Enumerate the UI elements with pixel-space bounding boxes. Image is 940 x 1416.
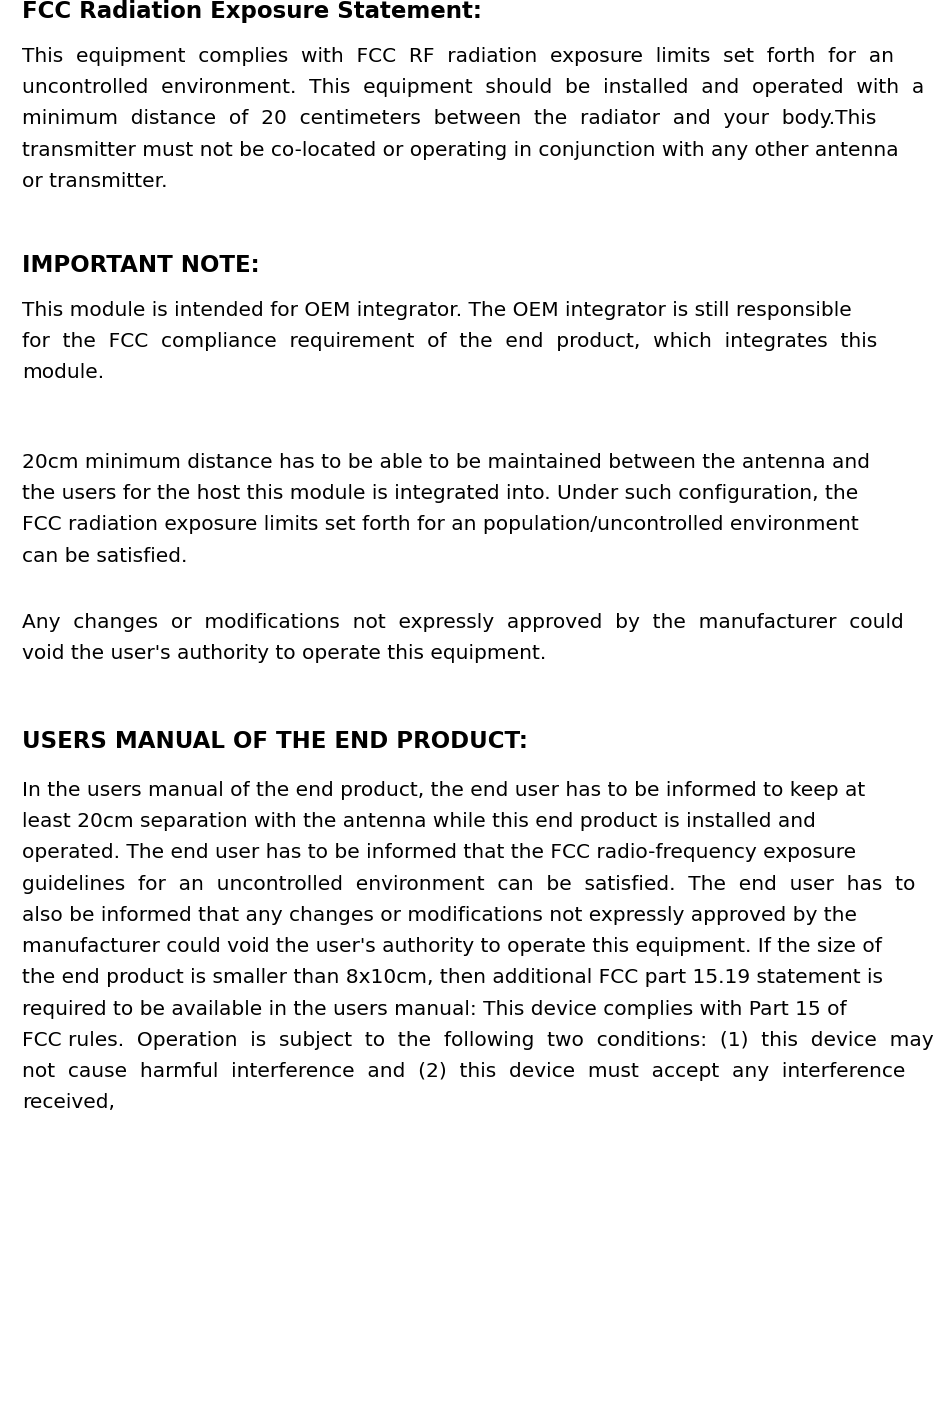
Text: also be informed that any changes or modifications not expressly approved by the: also be informed that any changes or mod…	[22, 906, 857, 925]
Text: IMPORTANT NOTE:: IMPORTANT NOTE:	[22, 253, 259, 278]
Text: operated. The end user has to be informed that the FCC radio-frequency exposure: operated. The end user has to be informe…	[22, 844, 856, 862]
Text: FCC rules.  Operation  is  subject  to  the  following  two  conditions:  (1)  t: FCC rules. Operation is subject to the f…	[22, 1031, 933, 1049]
Text: This  equipment  complies  with  FCC  RF  radiation  exposure  limits  set  fort: This equipment complies with FCC RF radi…	[22, 47, 894, 67]
Text: least 20cm separation with the antenna while this end product is installed and: least 20cm separation with the antenna w…	[22, 813, 816, 831]
Text: void the user's authority to operate this equipment.: void the user's authority to operate thi…	[22, 644, 546, 663]
Text: not  cause  harmful  interference  and  (2)  this  device  must  accept  any  in: not cause harmful interference and (2) t…	[22, 1062, 905, 1080]
Text: the end product is smaller than 8x10cm, then additional FCC part 15.19 statement: the end product is smaller than 8x10cm, …	[22, 969, 883, 987]
Text: can be satisfied.: can be satisfied.	[22, 547, 187, 565]
Text: minimum  distance  of  20  centimeters  between  the  radiator  and  your  body.: minimum distance of 20 centimeters betwe…	[22, 109, 876, 129]
Text: the users for the host this module is integrated into. Under such configuration,: the users for the host this module is in…	[22, 484, 858, 503]
Text: In the users manual of the end product, the end user has to be informed to keep : In the users manual of the end product, …	[22, 782, 865, 800]
Text: required to be available in the users manual: This device complies with Part 15 : required to be available in the users ma…	[22, 1000, 847, 1018]
Text: uncontrolled  environment.  This  equipment  should  be  installed  and  operate: uncontrolled environment. This equipment…	[22, 78, 924, 98]
Text: received,: received,	[22, 1093, 115, 1112]
Text: transmitter must not be co-located or operating in conjunction with any other an: transmitter must not be co-located or op…	[22, 140, 899, 160]
Text: This module is intended for OEM integrator. The OEM integrator is still responsi: This module is intended for OEM integrat…	[22, 302, 852, 320]
Text: USERS MANUAL OF THE END PRODUCT:: USERS MANUAL OF THE END PRODUCT:	[22, 731, 528, 753]
Text: module.: module.	[22, 364, 104, 382]
Text: 20cm minimum distance has to be able to be maintained between the antenna and: 20cm minimum distance has to be able to …	[22, 453, 870, 472]
Text: FCC radiation exposure limits set forth for an population/uncontrolled environme: FCC radiation exposure limits set forth …	[22, 515, 859, 534]
Text: or transmitter.: or transmitter.	[22, 171, 167, 191]
Text: manufacturer could void the user's authority to operate this equipment. If the s: manufacturer could void the user's autho…	[22, 937, 882, 956]
Text: FCC Radiation Exposure Statement:: FCC Radiation Exposure Statement:	[22, 0, 482, 23]
Text: guidelines  for  an  uncontrolled  environment  can  be  satisfied.  The  end  u: guidelines for an uncontrolled environme…	[22, 875, 916, 893]
Text: Any  changes  or  modifications  not  expressly  approved  by  the  manufacturer: Any changes or modifications not express…	[22, 613, 903, 632]
Text: for  the  FCC  compliance  requirement  of  the  end  product,  which  integrate: for the FCC compliance requirement of th…	[22, 333, 877, 351]
